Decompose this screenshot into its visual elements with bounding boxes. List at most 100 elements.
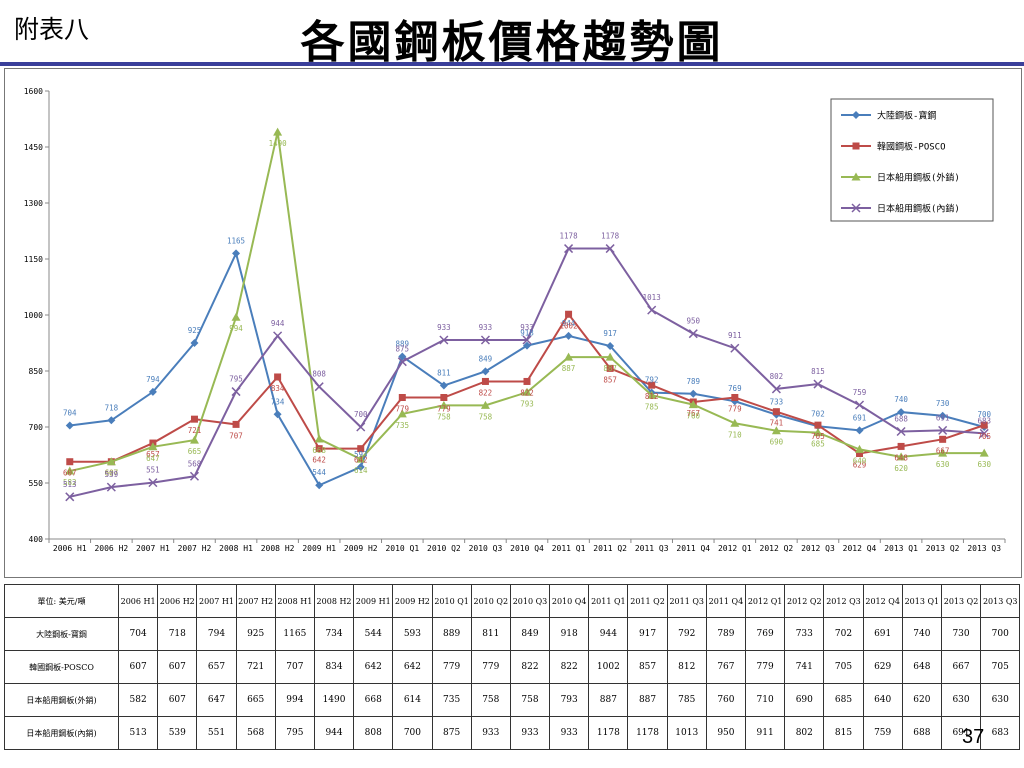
x-marker-stroke xyxy=(605,244,615,254)
data-point xyxy=(190,339,199,347)
table-cell: 785 xyxy=(666,683,707,717)
data-point xyxy=(232,249,241,258)
table-column-header: 2006 H2 xyxy=(157,584,198,618)
data-label: 849 xyxy=(479,354,493,363)
table-column-header: 2011 Q3 xyxy=(666,584,707,618)
table-cell: 911 xyxy=(744,716,786,750)
data-label: 933 xyxy=(479,323,493,332)
table-cell: 700 xyxy=(392,716,433,750)
table-cell: 691 xyxy=(940,716,982,750)
data-point xyxy=(939,435,947,443)
data-point xyxy=(897,442,905,450)
data-label: 994 xyxy=(229,324,243,333)
x-tick-label: 2006 H1 xyxy=(53,544,87,553)
series-line xyxy=(69,247,985,498)
page-title: 各國鋼板價格趨勢圖 xyxy=(300,17,724,68)
table-cell: 789 xyxy=(705,617,747,651)
data-point xyxy=(397,409,407,418)
table-cell: 834 xyxy=(313,650,355,684)
x-tick-label: 2007 H2 xyxy=(178,544,212,553)
data-point xyxy=(851,203,861,213)
data-label: 779 xyxy=(728,405,742,414)
y-tick-label: 850 xyxy=(29,367,44,376)
data-point xyxy=(522,335,532,345)
y-tick-label: 1300 xyxy=(24,199,43,208)
data-label: 793 xyxy=(520,399,534,408)
legend-entry: 日本船用鋼板(外銷) xyxy=(877,172,960,184)
data-point xyxy=(648,381,656,389)
data-label: 758 xyxy=(437,412,451,421)
table-column-header: 2008 H1 xyxy=(274,584,315,618)
table-row: 日本船用鋼板(外銷) 582 607 647 665 994 1490 668 614 735 75… xyxy=(4,683,1021,717)
data-label: 630 xyxy=(977,460,991,469)
data-label: 705 xyxy=(811,432,825,441)
data-point xyxy=(439,381,448,390)
data-point xyxy=(274,373,282,381)
x-tick-label: 2012 Q2 xyxy=(760,544,794,553)
table-cell: 1178 xyxy=(588,716,629,750)
table-cell: 607 xyxy=(117,650,159,684)
table-column-header: 2010 Q3 xyxy=(509,584,551,618)
data-point xyxy=(107,416,116,425)
data-point xyxy=(606,341,615,350)
data-point xyxy=(65,421,74,430)
table-column-header: 2012 Q4 xyxy=(862,584,903,618)
title-divider xyxy=(0,62,1024,66)
table-row-header: 大陸鋼板-寶鋼 xyxy=(4,617,119,651)
data-label: 685 xyxy=(811,440,825,449)
data-point xyxy=(938,411,947,420)
data-point xyxy=(565,310,573,318)
table-column-header: 2009 H1 xyxy=(353,584,394,618)
data-label: 887 xyxy=(603,364,617,373)
data-point xyxy=(106,482,116,492)
data-label: 668 xyxy=(312,446,326,455)
data-label: 815 xyxy=(811,367,825,376)
y-tick-label: 1150 xyxy=(24,255,43,264)
table-cell: 933 xyxy=(509,716,551,750)
data-label: 822 xyxy=(479,388,493,397)
data-label: 582 xyxy=(63,478,77,487)
data-label: 758 xyxy=(479,412,493,421)
data-point xyxy=(771,384,781,394)
y-tick-label: 400 xyxy=(29,535,44,544)
table-header-row: 單位: 美元/噸 2006 H1 2006 H2 2007 H1 2007 H2 2008… xyxy=(4,584,1021,618)
data-point xyxy=(314,434,324,443)
table-cell: 629 xyxy=(862,650,903,684)
x-tick-label: 2010 Q2 xyxy=(427,544,461,553)
x-marker-stroke xyxy=(522,335,532,345)
x-marker-stroke xyxy=(896,426,906,437)
table-cell: 779 xyxy=(470,650,511,684)
data-label: 1002 xyxy=(560,321,578,330)
table-cell: 815 xyxy=(823,716,864,750)
x-tick-label: 2010 Q1 xyxy=(385,544,419,553)
data-label: 593 xyxy=(354,450,368,459)
data-point xyxy=(314,382,324,392)
x-tick-label: 2007 H1 xyxy=(136,544,170,553)
data-label: 730 xyxy=(936,399,950,408)
table-cell: 607 xyxy=(157,650,198,684)
table-cell: 702 xyxy=(823,617,864,651)
data-point xyxy=(148,387,157,396)
data-label: 568 xyxy=(188,459,202,468)
data-label: 779 xyxy=(437,405,451,414)
data-point xyxy=(440,394,448,402)
table-cell: 667 xyxy=(940,650,982,684)
data-label: 918 xyxy=(520,329,534,338)
table-cell: 944 xyxy=(313,716,355,750)
x-marker-stroke xyxy=(564,244,574,254)
data-label: 629 xyxy=(853,461,867,470)
data-label: 734 xyxy=(271,397,285,406)
y-tick-label: 1450 xyxy=(24,143,43,152)
data-label: 740 xyxy=(894,395,908,404)
data-label: 802 xyxy=(770,372,784,381)
data-label: 887 xyxy=(562,364,576,373)
data-point xyxy=(979,428,989,438)
table-cell: 944 xyxy=(588,617,629,651)
data-point xyxy=(189,435,199,444)
table-cell: 795 xyxy=(274,716,315,750)
unit-label: 單位: 美元/噸 xyxy=(4,584,119,618)
data-label: 808 xyxy=(312,370,326,379)
legend-entry: 大陸鋼板-寶鋼 xyxy=(877,110,936,122)
data-point xyxy=(273,410,282,419)
table-cell: 918 xyxy=(549,617,590,651)
